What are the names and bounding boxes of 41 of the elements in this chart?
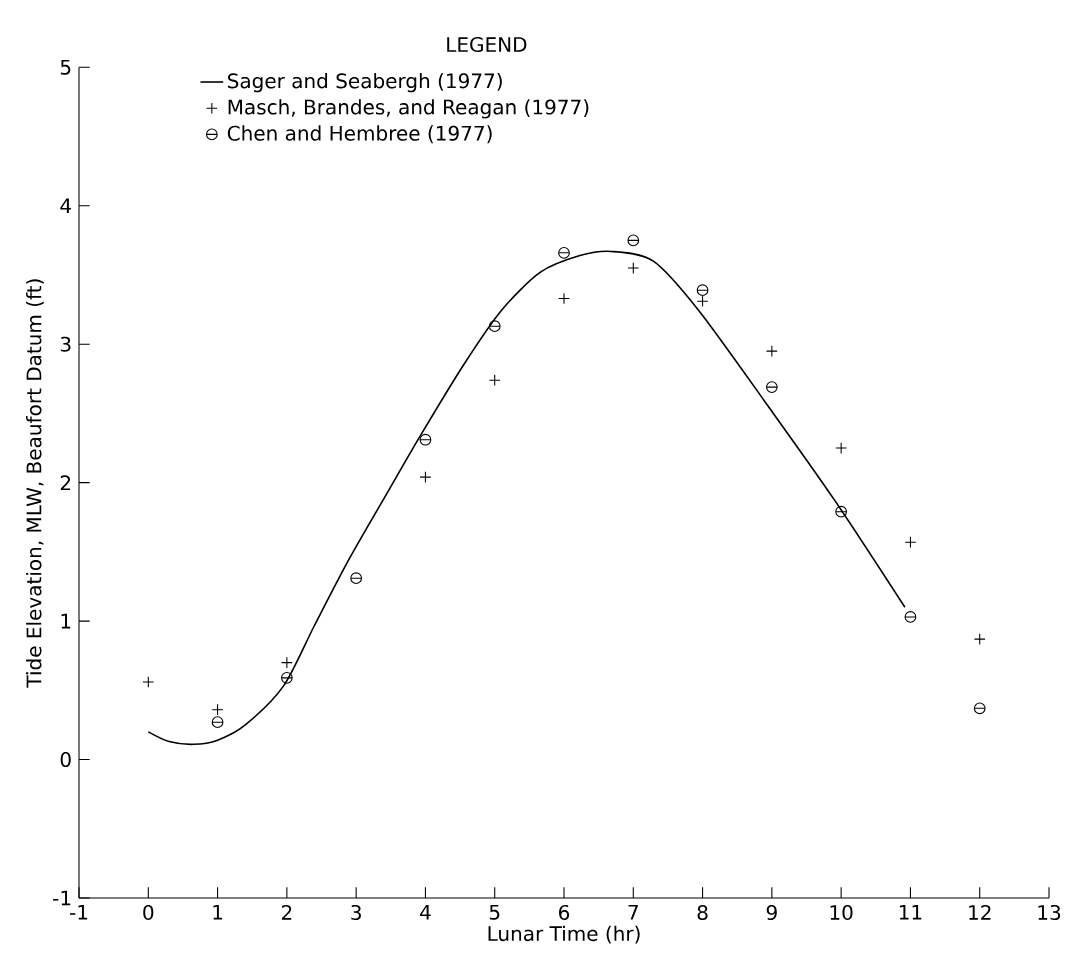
y-tick-label: 1 [61,613,71,629]
y-tick-label: -1 [53,890,71,906]
x-tick-label: 12 [969,904,991,920]
legend-label: Sager and Seabergh (1977) [228,72,502,93]
y-tick-label: 0 [60,751,71,768]
line-series [147,250,906,746]
point [904,611,917,623]
x-tick-label: 11 [899,904,922,920]
point [627,234,640,247]
y-tick-label: 4 [60,198,71,214]
x-tick-label: 5 [489,904,500,920]
y-tick-label: 3 [60,336,71,352]
point [211,716,224,729]
legend-title: LEGEND [447,36,527,53]
x-tick-label: 6 [559,904,570,921]
y-tick-label: 2 [60,475,71,491]
x-tick-label: 8 [697,904,708,921]
x-tick-label: 2 [281,904,292,920]
x-tick-label: 10 [830,904,853,921]
x-tick-label: 3 [351,904,361,921]
y-axis-title: Tide Elevation, MLW, Beaufort Datum (ft) [26,279,44,688]
legend-label: Chen and Hembree (1977) [227,125,492,144]
point [419,433,432,446]
x-tick-label: 7 [628,904,638,920]
x-tick-label: 0 [143,904,154,921]
point [765,381,778,393]
point [558,246,570,259]
point [350,572,363,585]
x-axis-title: Lunar Time (hr) [488,925,640,944]
x-tick-label: 1 [213,904,223,920]
point [973,702,986,715]
x-tick-label: 13 [1038,904,1061,921]
x-tick-label: -1 [70,904,88,920]
y-tick-label: 5 [60,59,71,75]
point [280,671,293,684]
legend-label: Masch, Brandes, and Reagan (1977) [228,99,589,119]
point [488,320,501,333]
x-tick-label: 4 [420,904,431,920]
x-tick-label: 9 [766,904,777,921]
point [696,284,709,297]
point [835,505,848,518]
